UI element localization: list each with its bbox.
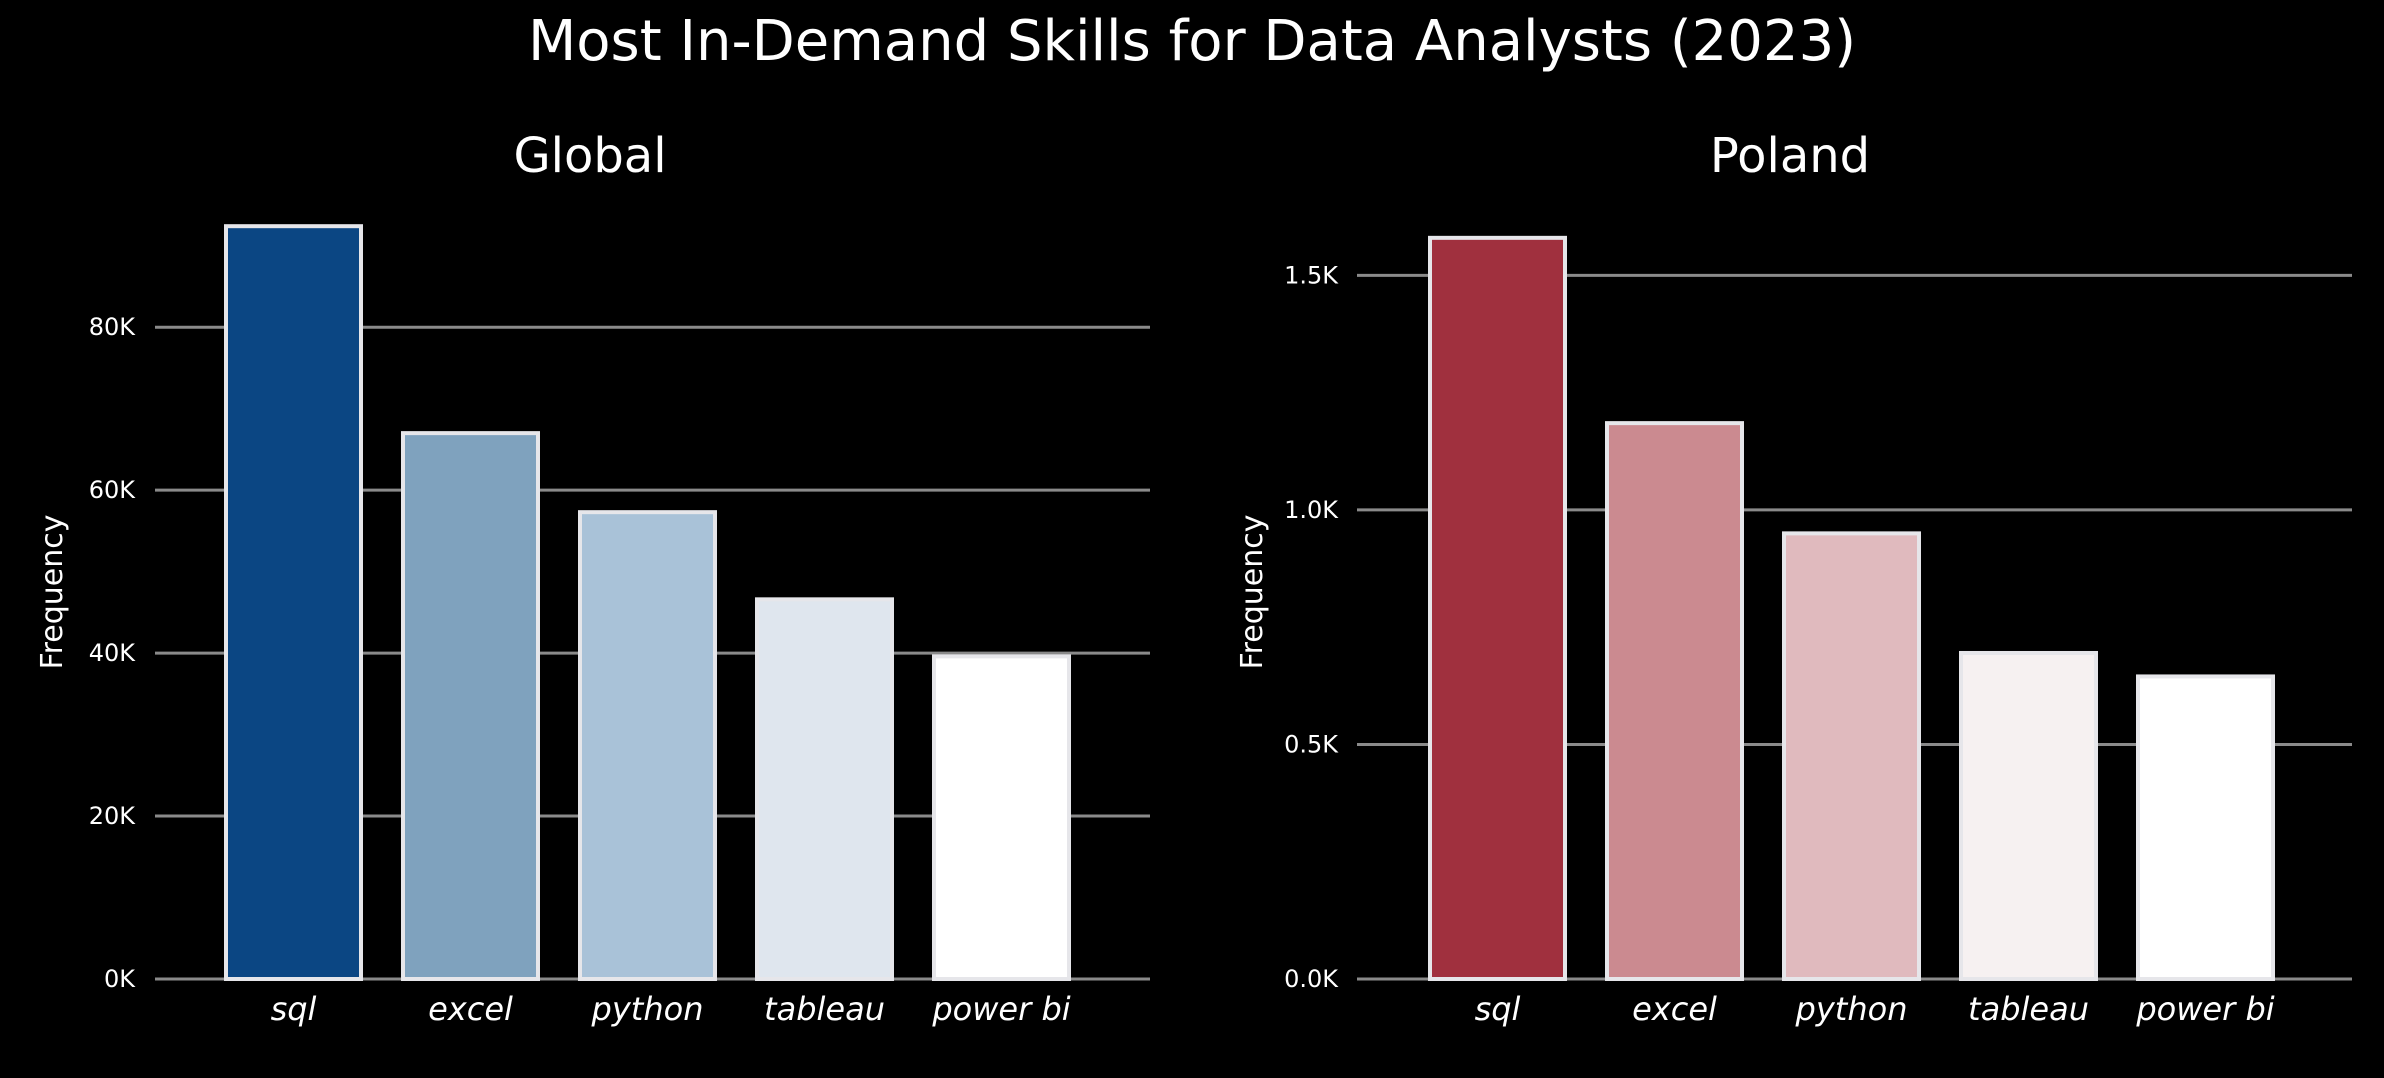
y-axis-label: Frequency [35, 515, 70, 670]
y-tick-label: 60K [89, 476, 137, 504]
bar-tableau [755, 597, 894, 981]
y-tick-label: 20K [89, 802, 137, 830]
bar-sql [1428, 235, 1567, 981]
bar-python [578, 510, 717, 981]
bar-excel [1605, 421, 1744, 981]
x-tick-label: python [1795, 990, 1908, 1028]
y-tick-label: 40K [89, 639, 137, 667]
y-tick-label: 0.0K [1284, 965, 1339, 993]
x-tick-label: excel [428, 990, 513, 1028]
chart-title: Most In-Demand Skills for Data Analysts … [527, 9, 1857, 74]
y-tick-label: 0.5K [1284, 730, 1339, 758]
x-tick-label: power bi [931, 990, 1070, 1028]
subplot-title: Poland [1710, 128, 1870, 184]
bar-python [1782, 531, 1921, 981]
y-tick-label: 0K [104, 965, 136, 993]
x-tick-label: sql [271, 990, 317, 1028]
x-tick-label: python [591, 990, 704, 1028]
y-tick-label: 80K [89, 313, 137, 341]
bar-power-bi [932, 654, 1071, 981]
bar-power-bi [2136, 674, 2275, 981]
subplot-title: Global [513, 128, 666, 184]
x-tick-label: sql [1475, 990, 1521, 1028]
x-tick-label: tableau [1968, 990, 2089, 1028]
bar-sql [224, 224, 363, 981]
x-tick-label: tableau [764, 990, 885, 1028]
y-tick-label: 1.0K [1284, 496, 1339, 524]
y-tick-label: 1.5K [1284, 261, 1339, 289]
bar-tableau [1959, 650, 2098, 981]
x-tick-label: power bi [2135, 990, 2274, 1028]
bar-excel [401, 431, 540, 981]
x-tick-label: excel [1632, 990, 1717, 1028]
y-axis-label: Frequency [1235, 515, 1270, 670]
